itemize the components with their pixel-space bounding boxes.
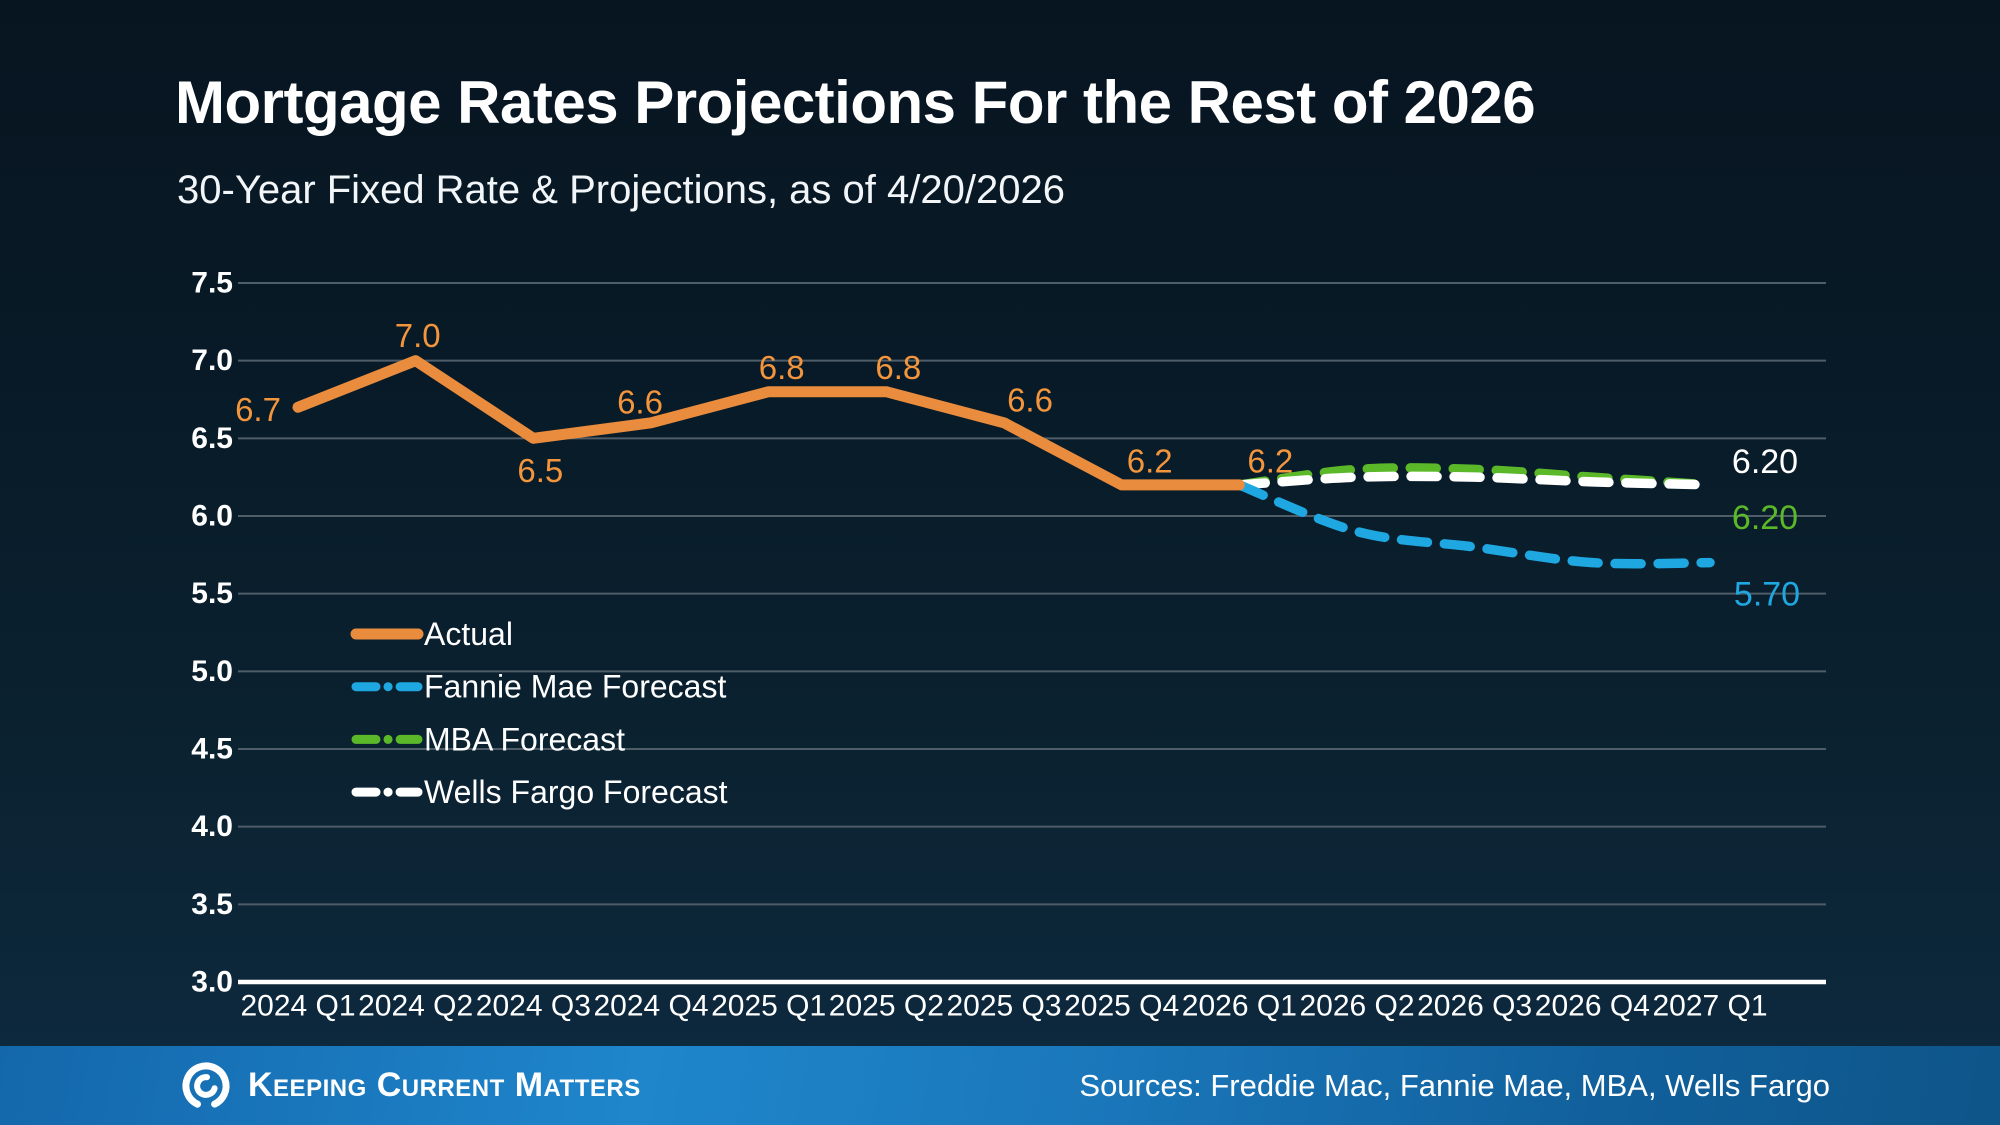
legend-label-actual: Actual bbox=[424, 616, 513, 652]
x-tick-label: 2025 Q4 bbox=[1064, 990, 1179, 1023]
x-tick-label: 2024 Q2 bbox=[358, 990, 473, 1023]
x-tick-label: 2024 Q1 bbox=[240, 990, 355, 1023]
y-tick-label: 5.0 bbox=[191, 655, 233, 688]
kcm-logo-icon bbox=[182, 1061, 230, 1110]
series-line-actual bbox=[292, 355, 1245, 491]
data-label-actual: 6.8 bbox=[759, 349, 805, 386]
sources-text: Sources: Freddie Mac, Fannie Mae, MBA, W… bbox=[1079, 1067, 1830, 1103]
x-tick-label: 2024 Q4 bbox=[593, 990, 708, 1023]
y-tick-label: 3.5 bbox=[191, 888, 233, 921]
data-label-actual: 6.8 bbox=[875, 349, 921, 386]
data-label-actual: 6.7 bbox=[235, 391, 281, 428]
y-tick-label: 3.0 bbox=[191, 966, 233, 999]
end-label-mba-forecast: 6.20 bbox=[1732, 499, 1798, 537]
y-tick-label: 7.0 bbox=[191, 344, 233, 377]
footer-bar: Keeping Current Matters Sources: Freddie… bbox=[0, 1046, 2000, 1125]
data-label-actual: 6.5 bbox=[517, 452, 563, 489]
data-label-actual: 6.6 bbox=[1007, 381, 1053, 418]
legend-label-wells-fargo-forecast: Wells Fargo Forecast bbox=[424, 774, 728, 810]
x-tick-label: 2026 Q3 bbox=[1417, 990, 1532, 1023]
y-tick-label: 7.5 bbox=[191, 267, 233, 300]
series-line-fannie-mae-forecast bbox=[1234, 480, 1715, 569]
data-label-actual: 6.6 bbox=[617, 383, 663, 420]
legend-label-mba-forecast: MBA Forecast bbox=[424, 721, 625, 757]
page-subtitle: 30-Year Fixed Rate & Projections, as of … bbox=[177, 168, 1065, 212]
data-label-actual: 7.0 bbox=[395, 317, 441, 354]
x-tick-label: 2027 Q1 bbox=[1652, 990, 1767, 1023]
x-tick-label: 2026 Q2 bbox=[1299, 990, 1414, 1023]
legend-label-fannie-mae-forecast: Fannie Mae Forecast bbox=[424, 669, 726, 705]
end-label-fannie-mae-forecast: 5.70 bbox=[1734, 576, 1800, 614]
y-tick-label: 4.5 bbox=[191, 733, 233, 766]
x-tick-label: 2025 Q2 bbox=[829, 990, 944, 1023]
x-tick-label: 2026 Q4 bbox=[1535, 990, 1650, 1023]
brand: Keeping Current Matters bbox=[178, 1058, 641, 1114]
x-tick-label: 2025 Q1 bbox=[711, 990, 826, 1023]
brand-name: Keeping Current Matters bbox=[248, 1066, 641, 1104]
y-tick-label: 6.5 bbox=[191, 422, 233, 455]
page-title: Mortgage Rates Projections For the Rest … bbox=[175, 69, 1536, 136]
series-line-wells-fargo-forecast bbox=[1234, 471, 1715, 490]
x-tick-label: 2024 Q3 bbox=[476, 990, 591, 1023]
y-tick-label: 4.0 bbox=[191, 810, 233, 843]
y-tick-label: 5.5 bbox=[191, 577, 233, 610]
data-label-actual: 6.2 bbox=[1247, 442, 1293, 479]
x-tick-label: 2025 Q3 bbox=[946, 990, 1061, 1023]
data-label-actual: 6.2 bbox=[1127, 442, 1173, 479]
x-tick-label: 2026 Q1 bbox=[1182, 990, 1297, 1023]
end-label-wells-fargo-forecast: 6.20 bbox=[1732, 443, 1798, 481]
y-tick-label: 6.0 bbox=[191, 500, 233, 533]
